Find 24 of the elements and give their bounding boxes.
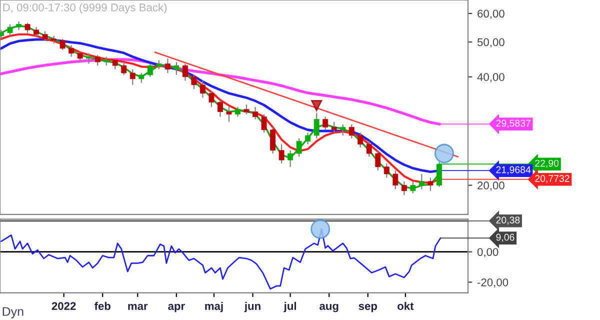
x-tick-label: sep (358, 304, 378, 312)
annotation: 21,9684 (496, 166, 531, 174)
x-tick-label: okt (398, 302, 414, 310)
annotation: 22,90 (535, 160, 559, 168)
x-tick-label: apr (168, 304, 185, 312)
y-tick-label: 0,00 (477, 248, 498, 258)
y-tick-label: 40,00 (477, 73, 504, 82)
annotation: 9,06 (496, 234, 514, 242)
chart-title: D, 09:00-17:30 (9999 Days Back) (3, 3, 167, 14)
x-tick-label: feb (94, 302, 110, 310)
x-tick-label: maj (205, 302, 223, 312)
x-tick-label: aug (320, 304, 338, 312)
ref-line-label: 20,38 (496, 216, 520, 225)
y-tick-label: 50,00 (477, 38, 504, 48)
y-tick-label: 20,00 (478, 182, 504, 191)
y-tick-label: 60,00 (478, 10, 504, 19)
annotation: 29,5837 (496, 120, 530, 128)
x-tick-label: 2022 (52, 302, 76, 310)
x-tick-label: mar (128, 304, 148, 310)
annotation: 20,7732 (535, 175, 570, 184)
y-tick-label: -20,00 (478, 278, 508, 288)
text: Dyn (2, 307, 24, 318)
x-tick-label: jul (284, 302, 296, 312)
x-tick-label: jun (244, 302, 260, 312)
